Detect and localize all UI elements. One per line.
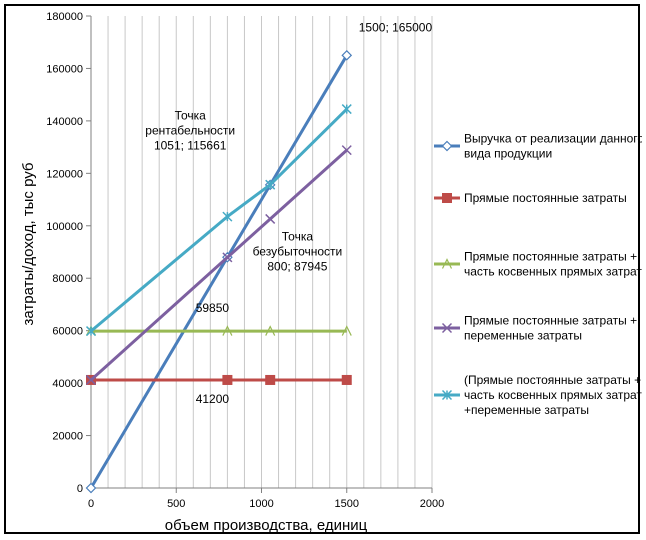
series-lines <box>85 49 353 494</box>
series-3 <box>85 325 352 336</box>
legend-label: Прямые постоянные затраты + <box>464 314 637 328</box>
y-tick-label: 40000 <box>52 378 83 390</box>
legend-label: вида продукции <box>464 147 552 161</box>
y-tick-label: 80000 <box>52 273 83 285</box>
data-point-square-marker <box>222 374 233 385</box>
x-tick-label: 1500 <box>335 498 359 510</box>
x-tick-label: 1000 <box>249 498 273 510</box>
chart-frame: 0 20000 40000 60000 80000 100000 120000 140000 1… <box>4 4 642 534</box>
data-point-star-marker <box>85 326 97 337</box>
annotation-label: Точка <box>175 109 207 123</box>
annotation-label: 59850 <box>196 301 230 315</box>
annotation-label: 1500; 165000 <box>359 20 433 34</box>
data-point-triangle-marker <box>265 325 276 336</box>
annotation-label: рентабельности <box>145 124 235 138</box>
data-point-square-marker <box>265 374 276 385</box>
data-point-triangle-marker <box>341 325 352 336</box>
series-5 <box>85 104 352 337</box>
y-tick-label: 0 <box>77 483 83 495</box>
legend-entry-3: Прямые постоянные затраты +часть косвенн… <box>434 250 642 279</box>
legend-entry-5: (Прямые постоянные затраты +часть косвен… <box>434 373 642 417</box>
data-point-x-marker <box>441 322 453 334</box>
y-tick-label: 160000 <box>46 63 83 75</box>
legend-label: +переменные затраты <box>464 403 589 417</box>
x-tick-label: 500 <box>167 498 185 510</box>
legend-label: часть косвенных прямых затрат <box>464 265 642 279</box>
y-tick-label: 60000 <box>52 326 83 338</box>
annotation-label: 1051; 115661 <box>154 139 227 153</box>
data-point-x-marker <box>85 374 97 385</box>
data-point-star-marker <box>222 211 233 222</box>
data-point-triangle-marker <box>441 258 453 269</box>
y-tick-label: 100000 <box>46 221 83 233</box>
gridlines <box>107 16 433 488</box>
y-tick-label: 140000 <box>46 116 83 128</box>
x-tick-label: 2000 <box>420 498 444 510</box>
y-tick-label: 180000 <box>46 11 83 23</box>
y-tick-label: 20000 <box>52 431 83 443</box>
data-point-diamond-marker <box>341 49 353 61</box>
series-2 <box>86 374 352 385</box>
series-line <box>90 108 348 333</box>
legend-label: переменные затраты <box>464 329 582 343</box>
data-point-triangle-marker <box>222 325 233 336</box>
annotation-label: Точка <box>282 229 314 243</box>
data-point-star-marker <box>265 179 276 190</box>
legend-label: Выручка от реализации данного <box>464 132 642 146</box>
annotation-label: 41200 <box>196 392 230 406</box>
series-line <box>89 54 349 489</box>
legend-label: Прямые постоянные затраты <box>464 191 627 205</box>
x-axis-title: объем производства, единиц <box>165 517 368 534</box>
cost-revenue-chart: 0200004000060000800001000001200001400001… <box>20 11 642 534</box>
axes: 0200004000060000800001000001200001400001… <box>46 11 444 510</box>
data-point-star-marker <box>441 389 453 401</box>
annotation-label: безубыточности <box>253 244 343 258</box>
x-tick-label: 0 <box>88 498 94 510</box>
series-line <box>89 148 348 382</box>
annotation-label: 800; 87945 <box>267 259 327 273</box>
legend-label: часть косвенных прямых затрат) <box>464 388 642 402</box>
data-point-star-marker <box>341 104 352 115</box>
data-point-square-marker <box>442 193 452 203</box>
data-point-x-marker <box>341 145 352 156</box>
data-point-square-marker <box>341 374 352 385</box>
legend-entry-2: Прямые постоянные затраты <box>434 191 627 205</box>
y-axis-title: затраты/доход, тыс руб <box>20 162 37 325</box>
y-tick-label: 120000 <box>46 168 83 180</box>
legend-label: (Прямые постоянные затраты + <box>464 373 641 387</box>
data-point-diamond-marker <box>441 140 453 152</box>
data-point-diamond-marker <box>85 482 97 494</box>
series-4 <box>85 145 352 385</box>
data-point-x-marker <box>265 213 276 224</box>
data-point-x-marker <box>222 252 233 263</box>
legend-label: Прямые постоянные затраты + <box>464 250 637 264</box>
legend-entry-4: Прямые постоянные затраты +переменные за… <box>434 314 637 343</box>
